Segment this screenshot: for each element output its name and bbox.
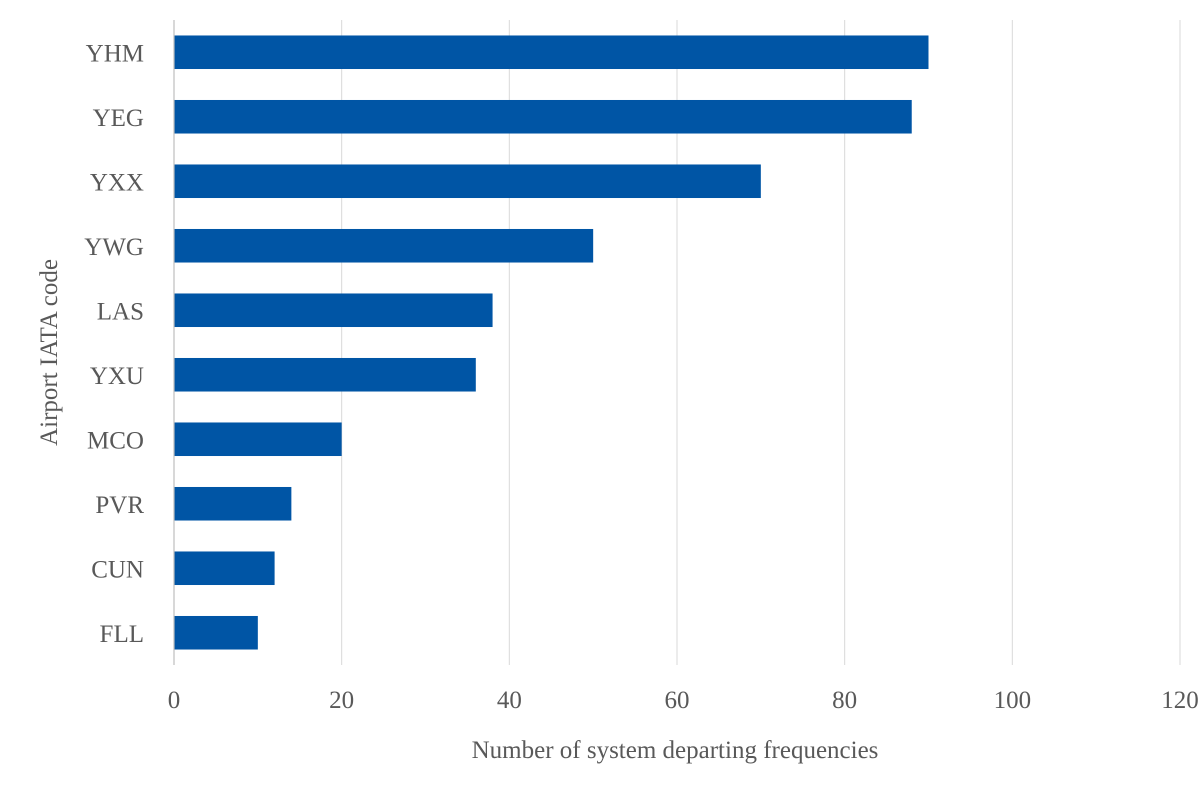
x-tick-label-40: 40 xyxy=(497,687,522,714)
bar-yhm xyxy=(174,35,929,70)
bar-ywg xyxy=(174,228,594,263)
bar-mco xyxy=(174,422,342,457)
bar-yxu xyxy=(174,357,476,392)
bar-las xyxy=(174,293,493,328)
bar-pvr xyxy=(174,486,292,521)
x-tick-label-60: 60 xyxy=(665,687,690,714)
y-tick-label-cun: CUN xyxy=(91,556,144,583)
bar-yeg xyxy=(174,99,912,134)
y-tick-label-yxx: YXX xyxy=(90,169,144,196)
y-tick-label-yxu: YXU xyxy=(90,363,144,390)
y-tick-label-yeg: YEG xyxy=(93,105,144,132)
y-tick-label-fll: FLL xyxy=(100,621,144,648)
y-tick-label-pvr: PVR xyxy=(95,492,144,519)
y-tick-label-mco: MCO xyxy=(87,427,144,454)
x-tick-label-80: 80 xyxy=(832,687,857,714)
x-axis-title: Number of system departing frequencies xyxy=(472,737,879,764)
bar-cun xyxy=(174,551,275,586)
x-tick-label-20: 20 xyxy=(329,687,354,714)
bar-yxx xyxy=(174,164,761,199)
y-tick-label-yhm: YHM xyxy=(86,40,144,67)
bars xyxy=(174,35,929,650)
y-tick-label-ywg: YWG xyxy=(84,234,144,261)
x-tick-label-0: 0 xyxy=(168,687,181,714)
x-tick-labels: 0 20 40 60 80 100 120 xyxy=(168,687,1199,714)
x-tick-label-120: 120 xyxy=(1161,687,1199,714)
y-tick-labels: YHM YEG YXX YWG LAS YXU MCO PVR CUN FLL xyxy=(84,40,144,648)
bar-fll xyxy=(174,615,258,650)
y-tick-label-las: LAS xyxy=(97,298,144,325)
y-axis-title: Airport IATA code xyxy=(36,259,63,446)
x-tick-label-100: 100 xyxy=(994,687,1032,714)
